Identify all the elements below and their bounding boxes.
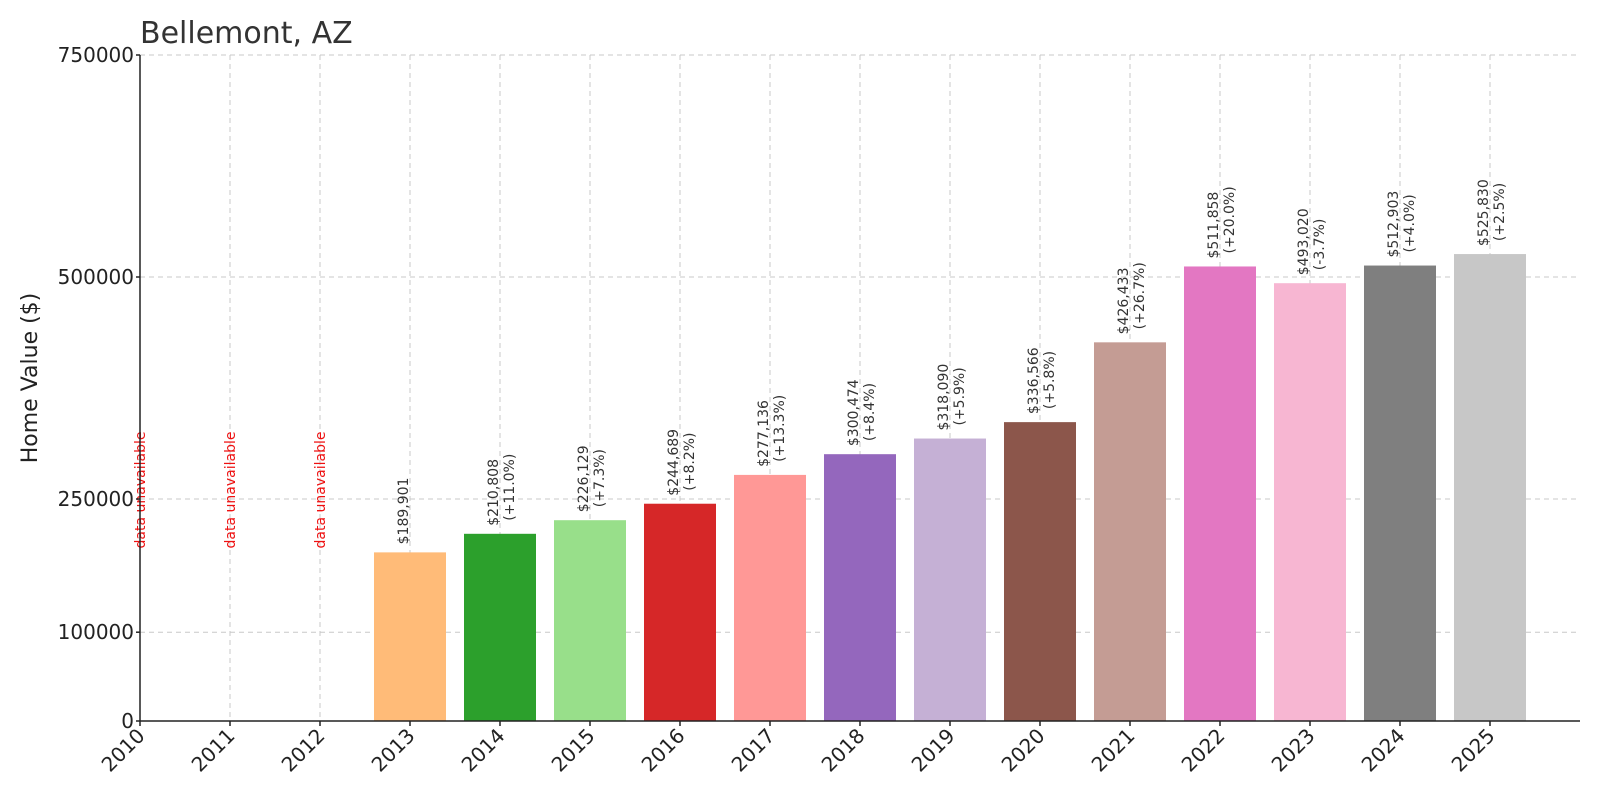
data-unavailable-label: data unavailable [313,432,329,549]
bar-2013 [374,552,446,721]
bar-change-label: (+20.0%) [1222,186,1238,253]
x-tick-label: 2024 [1357,724,1410,777]
bar-value-label: $336,566 [1026,347,1042,414]
bar-change-label: (+11.0%) [502,454,518,521]
bar-2015 [554,520,626,721]
bar-value-label: $318,090 [936,364,952,431]
data-unavailable-label: data unavailable [133,432,149,549]
bar-change-label: (+2.5%) [1492,183,1508,241]
chart-title: Bellemont, AZ [140,16,353,51]
x-tick-label: 2019 [907,724,960,777]
y-tick-label: 250000 [58,487,134,511]
x-tick-label: 2014 [457,724,510,777]
x-tick-labels: 2010 2011 2012 2013 2014 2015 2016 2017 2018 2019… [97,721,1500,777]
bar-value-label: $426,433 [1116,268,1132,335]
x-tick-label: 2022 [1177,724,1230,777]
y-tick-label: 750000 [58,43,134,67]
y-tick-label: 0 [121,709,134,733]
bar-value-label: $512,903 [1386,191,1402,258]
y-tick-labels: 0 100000 250000 500000 750000 [58,43,140,733]
y-axis-label: Home Value ($) [18,293,43,464]
bar-2020 [1004,422,1076,721]
bar-change-label: (+5.8%) [1042,351,1058,409]
bar-2023 [1274,283,1346,721]
bar-change-label: (+26.7%) [1132,262,1148,329]
bar-2025 [1454,254,1526,721]
bar-2016 [644,503,716,721]
bar-2018 [824,454,896,721]
bar-change-label: (+5.9%) [952,367,968,425]
x-tick-label: 2018 [817,724,870,777]
bar-value-label: $210,808 [486,459,502,526]
bar-2022 [1184,266,1256,721]
x-tick-label: 2023 [1267,724,1320,777]
bar-value-label: $300,474 [846,379,862,446]
data-labels: data unavailable data unavailable data una… [133,179,1508,548]
bar-2014 [464,533,536,721]
x-tick-label: 2021 [1087,724,1140,777]
bar-change-label: (+7.3%) [592,449,608,507]
x-tick-label: 2015 [547,724,600,777]
x-tick-label: 2025 [1447,724,1500,777]
bar-2019 [914,438,986,721]
bar-change-label: (+13.3%) [772,395,788,462]
bar-change-label: (+8.4%) [862,383,878,441]
x-tick-label: 2020 [997,724,1050,777]
bar-change-label: (+4.0%) [1402,194,1418,252]
y-tick-label: 500000 [58,265,134,289]
y-tick-label: 100000 [58,620,134,644]
bar-value-label: $244,689 [666,429,682,496]
bar-value-label: $277,136 [756,400,772,467]
bar-change-label: (+8.2%) [682,432,698,490]
bar-value-label: $493,020 [1296,208,1312,275]
bar-value-label: $226,129 [576,445,592,512]
bar-2017 [734,474,806,721]
x-tick-label: 2017 [727,724,780,777]
bar-2024 [1364,265,1436,721]
bar-value-label: $525,830 [1476,179,1492,246]
bar-2021 [1094,342,1166,721]
bar-value-label: $511,858 [1206,192,1222,259]
bars [374,254,1526,721]
x-tick-label: 2012 [277,724,330,777]
x-tick-label: 2011 [187,724,240,777]
bar-change-label: (-3.7%) [1312,219,1328,271]
x-tick-label: 2013 [367,724,420,777]
x-tick-label: 2016 [637,724,690,777]
data-unavailable-label: data unavailable [223,432,239,549]
bar-value-label: $189,901 [396,478,412,545]
